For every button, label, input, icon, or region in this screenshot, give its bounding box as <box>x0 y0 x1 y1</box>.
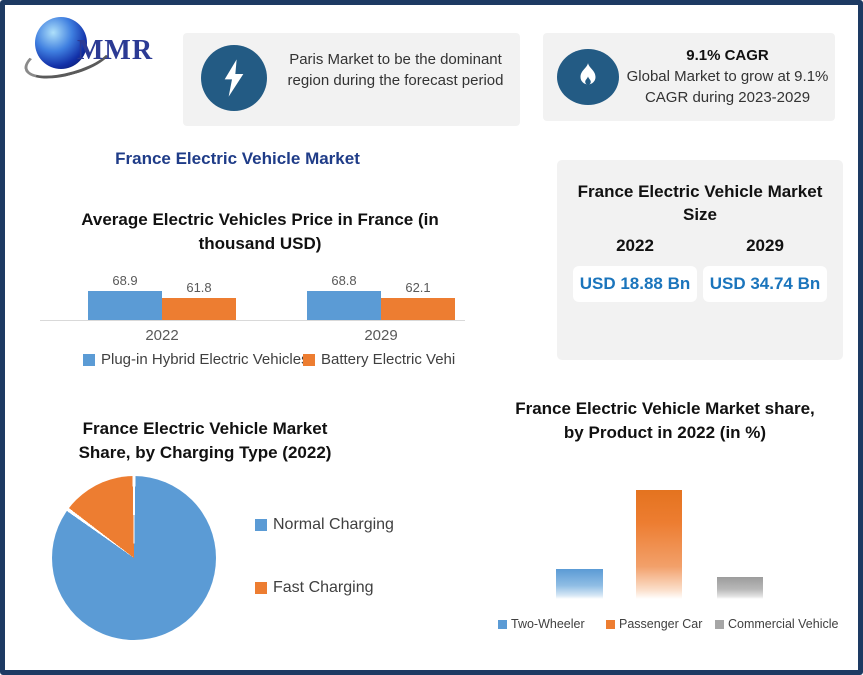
market-size-title: France Electric Vehicle Market Size <box>577 182 823 224</box>
bar-commercial-vehicle <box>717 577 763 599</box>
year-2022: 2022 <box>616 236 654 255</box>
x-tick-2022: 2022 <box>145 327 179 344</box>
legend-passenger-car: Passenger Car <box>606 617 702 631</box>
legend-label: Battery Electric Vehi <box>321 351 456 368</box>
market-size-values: USD 18.88 Bn USD 34.74 Bn <box>557 266 843 302</box>
price-chart-title: Average Electric Vehicles Price in Franc… <box>81 210 439 253</box>
bar-2029-bev: 62.1 <box>381 280 455 320</box>
legend-swatch-blue <box>255 519 267 531</box>
legend-label: Fast Charging <box>273 579 374 596</box>
legend-bev: Battery Electric Vehi <box>303 351 455 368</box>
x-tick-2029: 2029 <box>364 327 398 344</box>
mmr-logo: MMR <box>19 13 157 87</box>
legend-swatch-blue <box>83 353 95 366</box>
page-title: France Electric Vehicle Market <box>115 149 360 168</box>
bar-value-label: 68.8 <box>331 273 357 288</box>
value-2022: USD 18.88 Bn <box>573 266 697 302</box>
product-chart-plot <box>485 445 835 599</box>
bar-2022-bev: 61.8 <box>162 280 236 320</box>
legend-label: Plug-in Hybrid Electric Vehicles <box>101 351 309 368</box>
paris-callout: Paris Market to be the dominant region d… <box>183 33 520 126</box>
bar-2022-phev: 68.9 <box>88 273 162 320</box>
bar-orange <box>162 298 236 320</box>
price-chart-plot: 68.9 61.8 68.8 62.1 <box>40 253 465 321</box>
market-size-years: 2022 2029 <box>557 236 843 256</box>
bar-orange <box>381 298 455 320</box>
paris-callout-text: Paris Market to be the dominant region d… <box>287 51 504 89</box>
bar-value-label: 62.1 <box>405 280 431 295</box>
bar-two-wheeler <box>556 569 603 599</box>
value-2029: USD 34.74 Bn <box>703 266 827 302</box>
product-chart-title: France Electric Vehicle Market share, by… <box>515 399 815 442</box>
bar-passenger-car <box>636 490 682 599</box>
bar-blue <box>88 291 162 320</box>
charging-pie <box>52 476 216 640</box>
legend-phev: Plug-in Hybrid Electric Vehicles <box>83 351 309 368</box>
charging-pie-title: France Electric Vehicle Market Share, by… <box>78 419 332 462</box>
legend-swatch-orange <box>255 582 267 594</box>
legend-label: Normal Charging <box>273 516 394 533</box>
legend-swatch-orange <box>303 353 315 366</box>
legend-two-wheeler: Two-Wheeler <box>498 617 585 631</box>
cagr-heading: 9.1% CAGR <box>686 47 769 64</box>
lightning-icon <box>201 45 267 111</box>
flame-icon <box>557 49 619 105</box>
legend-swatch-blue <box>498 619 507 629</box>
cagr-callout: 9.1% CAGR Global Market to grow at 9.1% … <box>543 33 835 121</box>
legend-label: Passenger Car <box>619 617 703 631</box>
bar-value-label: 61.8 <box>186 280 212 295</box>
legend-label: Commercial Vehicle <box>728 617 839 631</box>
legend-swatch-gray <box>715 619 724 629</box>
legend-fast-charging: Fast Charging <box>255 579 374 597</box>
market-size-card: France Electric Vehicle Market Size 2022… <box>557 160 843 360</box>
legend-label: Two-Wheeler <box>511 617 585 631</box>
bar-2029-phev: 68.8 <box>307 273 381 320</box>
year-2029: 2029 <box>746 236 784 255</box>
legend-swatch-orange <box>606 619 615 629</box>
cagr-body: Global Market to grow at 9.1% CAGR durin… <box>626 68 829 106</box>
bar-blue <box>307 291 381 320</box>
legend-commercial-vehicle: Commercial Vehicle <box>715 617 838 631</box>
logo-text: MMR <box>77 35 154 66</box>
bar-value-label: 68.9 <box>112 273 138 288</box>
globe-icon <box>35 17 87 69</box>
cagr-callout-text: 9.1% CAGR Global Market to grow at 9.1% … <box>625 45 830 108</box>
legend-normal-charging: Normal Charging <box>255 516 394 534</box>
